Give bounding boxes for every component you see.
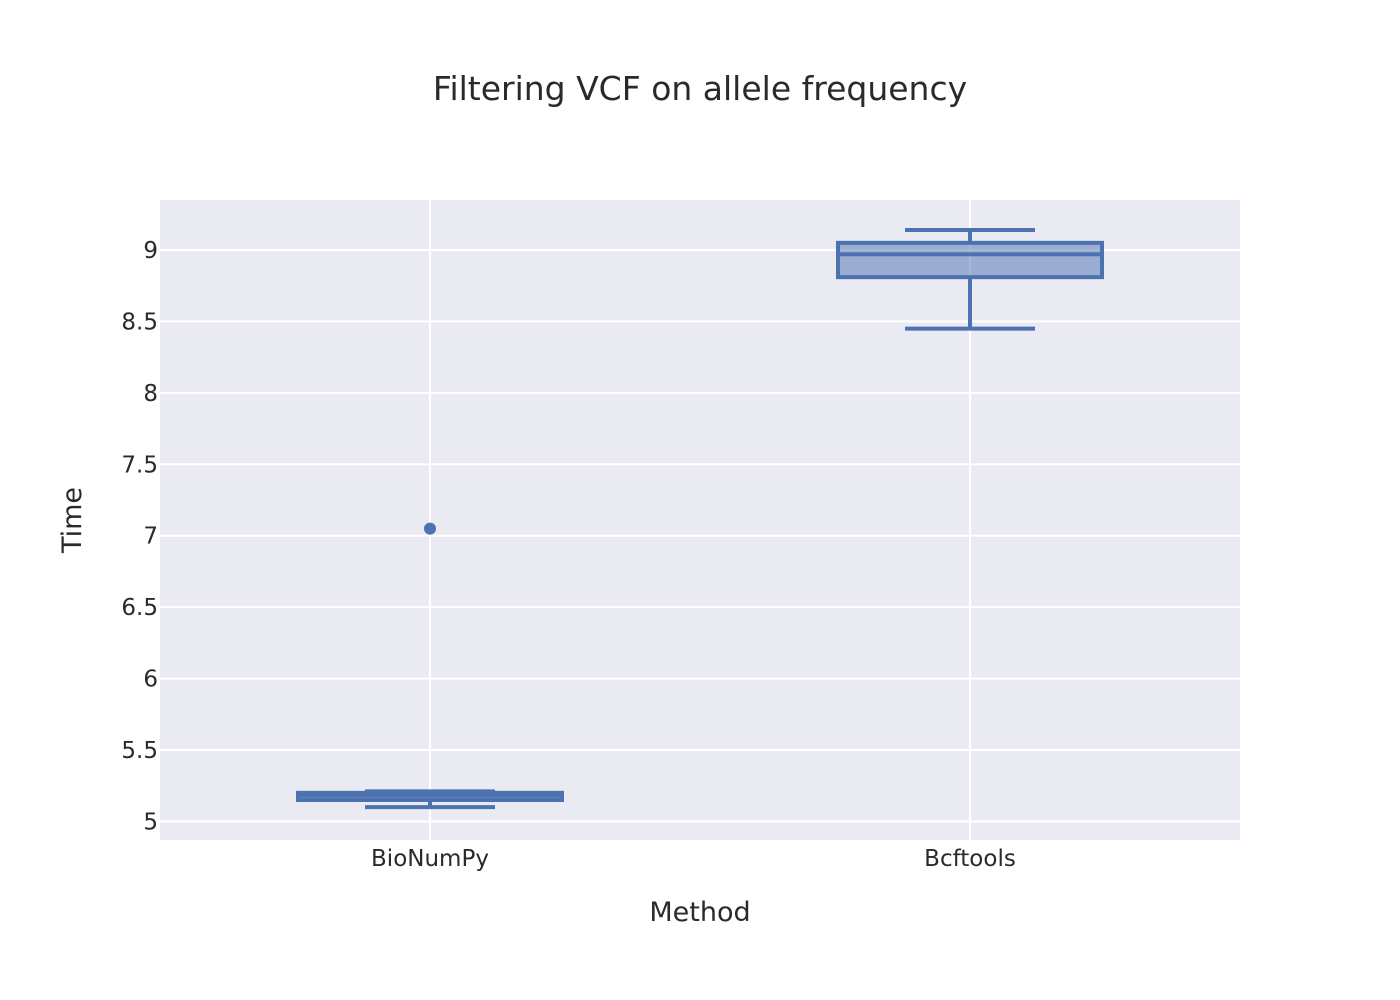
y-gridlines xyxy=(160,249,1240,823)
y-tick-label: 7.5 xyxy=(121,452,158,478)
x-axis-title: Method xyxy=(649,897,750,928)
y-tick-label: 8 xyxy=(143,381,158,407)
box-bionumpy xyxy=(296,522,564,810)
plot-area xyxy=(160,200,1240,840)
y-axis-title: Time xyxy=(57,487,88,554)
box-iqr xyxy=(836,240,1104,280)
x-tick-label: BioNumPy xyxy=(371,846,489,872)
y-tick-label: 6.5 xyxy=(121,595,158,621)
box-series xyxy=(296,228,1104,810)
y-tick-label: 9 xyxy=(143,238,158,264)
outlier-point xyxy=(424,522,436,535)
y-tick-label: 8.5 xyxy=(121,309,158,335)
y-tick-label: 6 xyxy=(143,667,158,693)
x-tick-label: Bcftools xyxy=(924,846,1016,872)
x-tick-labels: BioNumPy Bcftools xyxy=(371,846,1016,872)
chart-title: Filtering VCF on allele frequency xyxy=(433,69,967,108)
y-tick-label: 5 xyxy=(143,809,158,835)
y-tick-labels: 5 5.5 6 6.5 7 7.5 8 8.5 9 xyxy=(121,238,158,835)
y-tick-label: 7 xyxy=(143,524,158,550)
box-bcftools xyxy=(836,228,1104,331)
y-tick-label: 5.5 xyxy=(121,738,158,764)
